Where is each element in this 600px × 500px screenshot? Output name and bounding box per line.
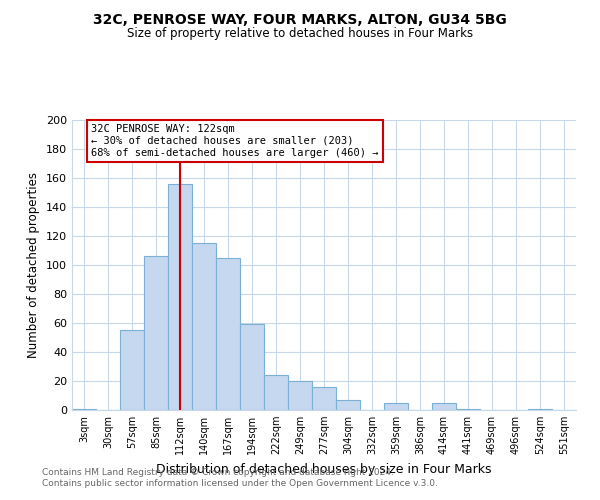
Text: Size of property relative to detached houses in Four Marks: Size of property relative to detached ho…: [127, 28, 473, 40]
Bar: [168, 184, 192, 410]
Bar: [336, 400, 360, 410]
Bar: [120, 330, 144, 410]
Text: Contains HM Land Registry data © Crown copyright and database right 2024.
Contai: Contains HM Land Registry data © Crown c…: [42, 468, 438, 487]
Y-axis label: Number of detached properties: Number of detached properties: [28, 172, 40, 358]
X-axis label: Distribution of detached houses by size in Four Marks: Distribution of detached houses by size …: [156, 462, 492, 475]
Bar: [432, 403, 456, 410]
Bar: [192, 244, 216, 410]
Bar: [144, 256, 168, 410]
Bar: [240, 324, 264, 410]
Bar: [216, 258, 240, 410]
Bar: [72, 408, 96, 410]
Bar: [528, 408, 552, 410]
Bar: [288, 381, 312, 410]
Bar: [384, 403, 408, 410]
Bar: [456, 408, 480, 410]
Text: 32C PENROSE WAY: 122sqm
← 30% of detached houses are smaller (203)
68% of semi-d: 32C PENROSE WAY: 122sqm ← 30% of detache…: [91, 124, 379, 158]
Text: 32C, PENROSE WAY, FOUR MARKS, ALTON, GU34 5BG: 32C, PENROSE WAY, FOUR MARKS, ALTON, GU3…: [93, 12, 507, 26]
Bar: [264, 375, 288, 410]
Bar: [312, 387, 336, 410]
